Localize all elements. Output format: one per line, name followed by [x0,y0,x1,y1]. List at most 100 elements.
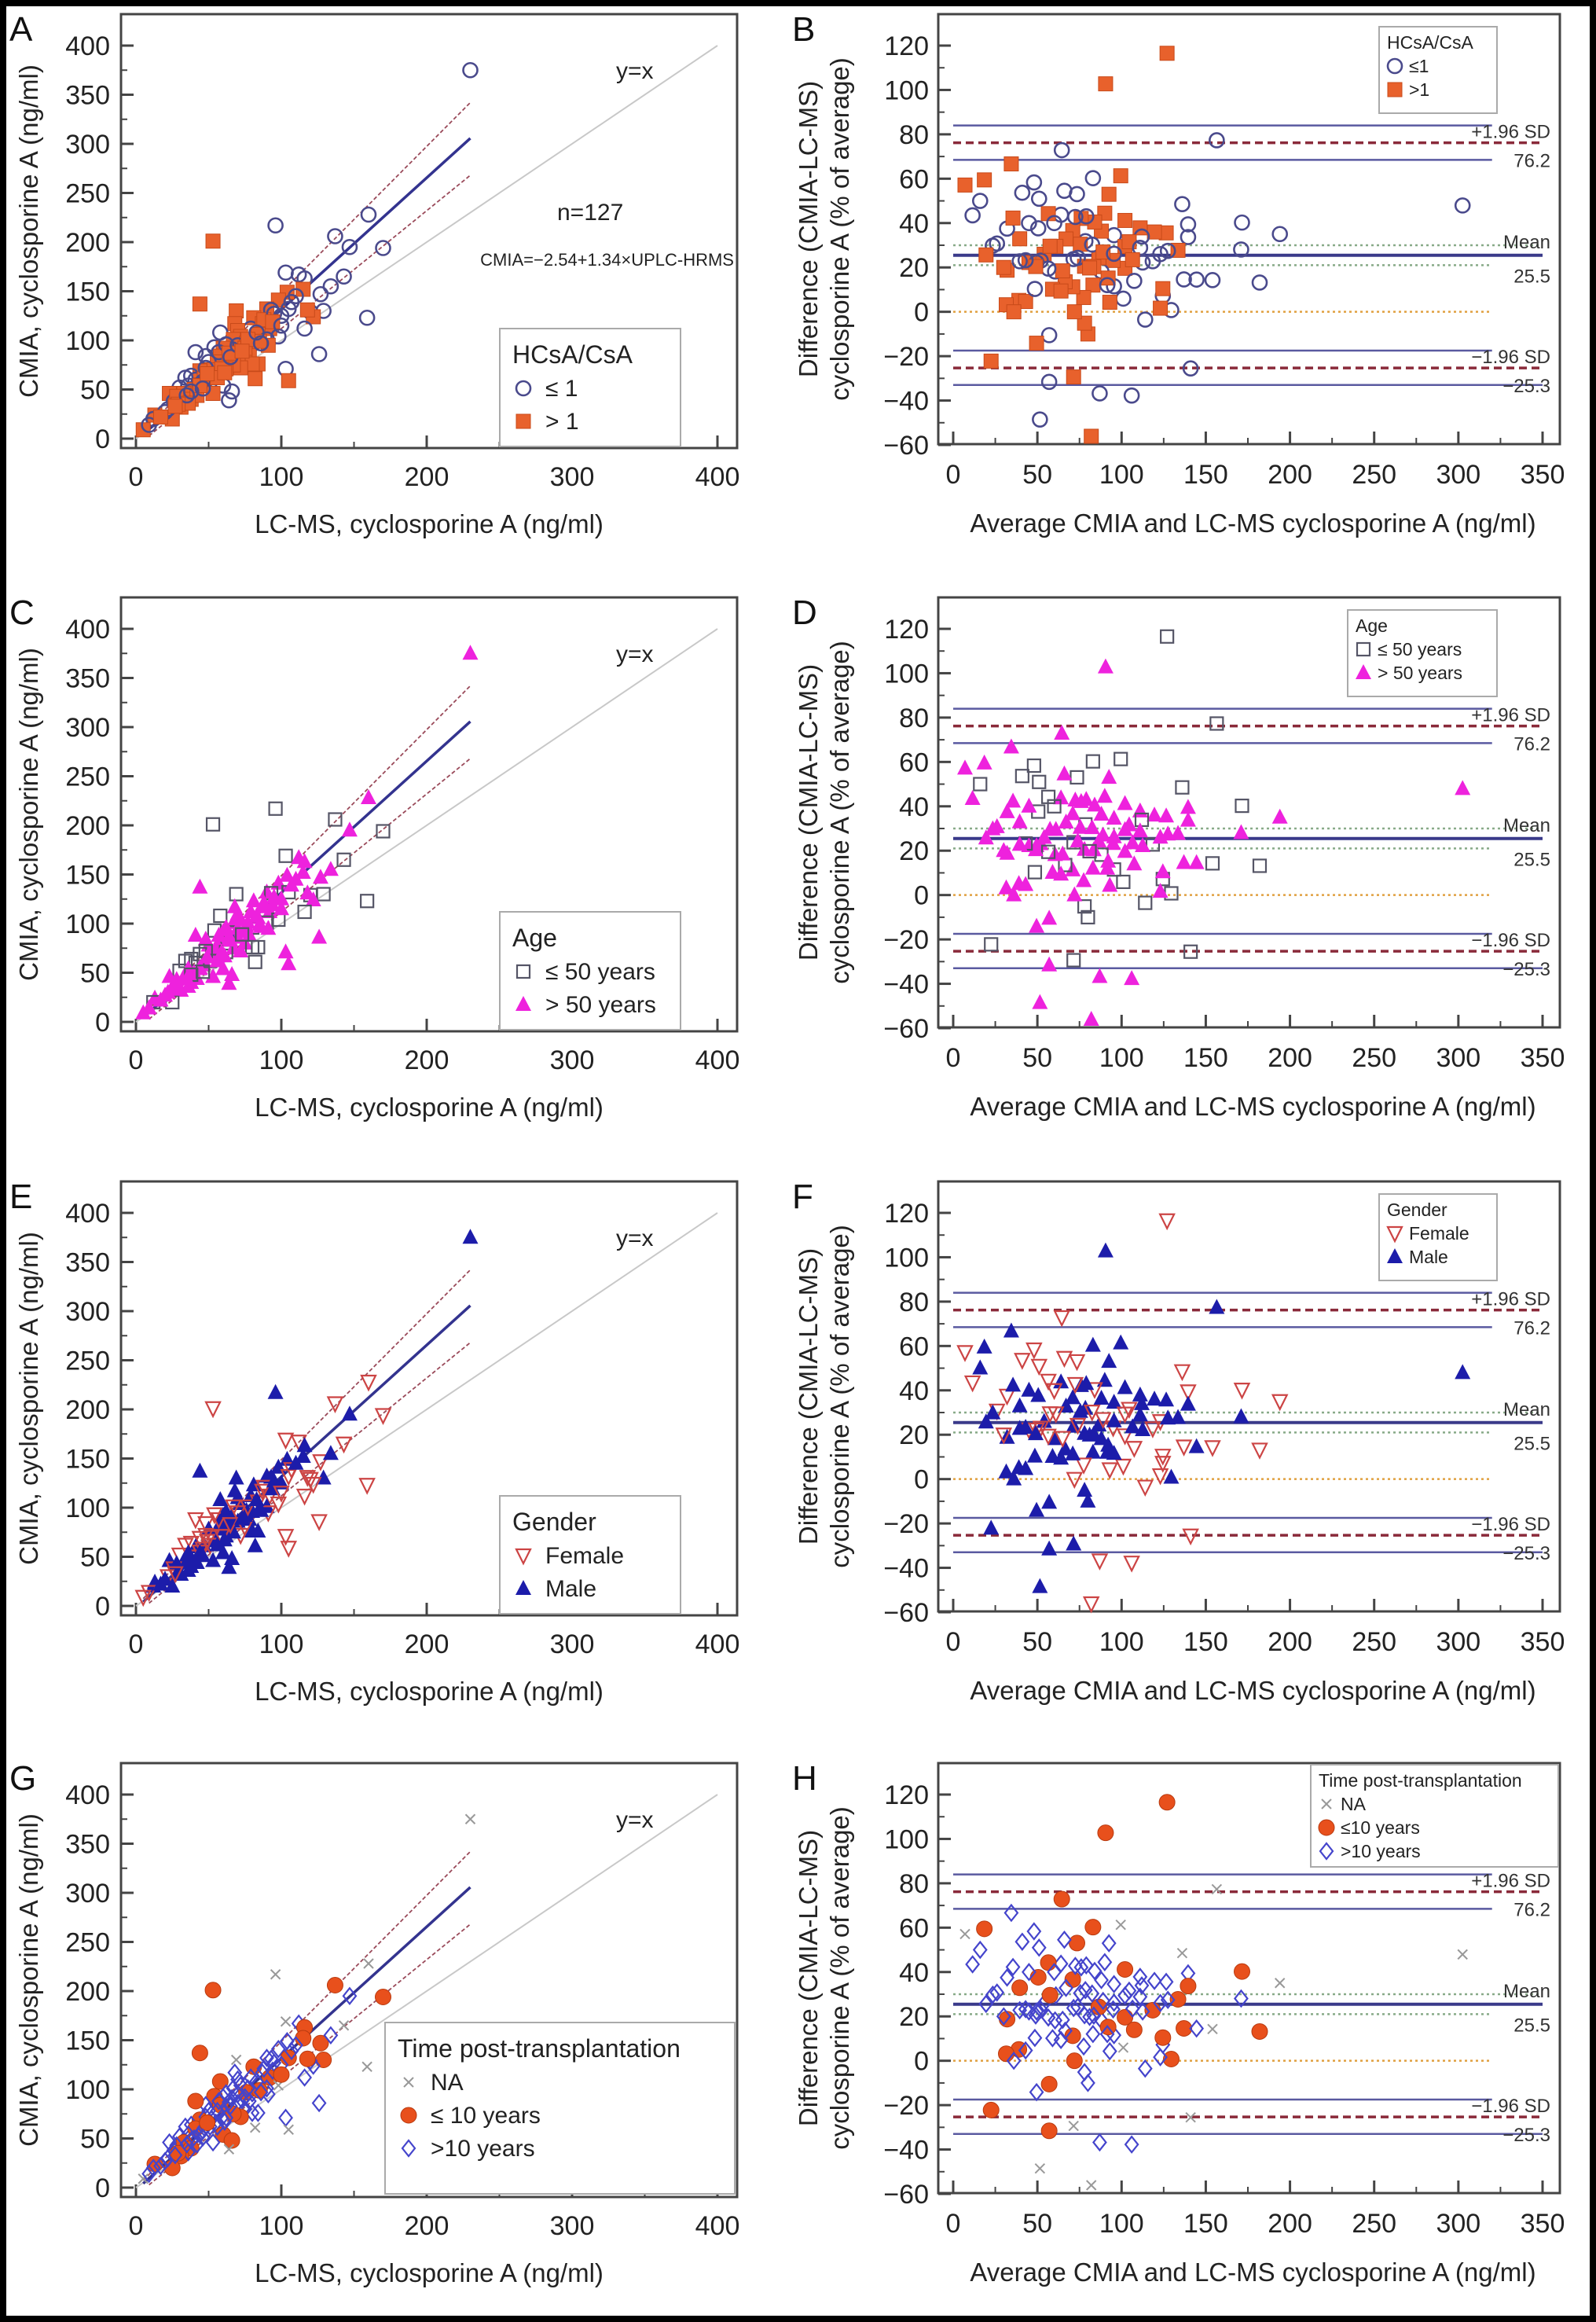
data-points [135,61,479,438]
cross-stroke [338,2020,350,2031]
data-point-circle-open [1021,215,1037,232]
data-point-triangle-filled [1132,1386,1148,1402]
y-tick-label: −60 [883,2180,929,2210]
legend-marker-triangle-down-open [1386,1225,1403,1244]
cross-stroke [1115,1919,1126,1931]
legend-marker-square-filled [515,413,531,429]
legend-entry: >10 years [431,2136,535,2162]
cross-stroke [1117,2042,1129,2053]
upper-loa-value: 76.2 [1513,150,1550,171]
panel-e: E 0 50 100 150 200 250 300 350 400 0 100 200 300 400 LC… [9,1178,739,1706]
data-point-triangle-filled [248,1491,265,1506]
data-points [957,46,1471,444]
y-tick-label: 250 [65,179,110,209]
data-point-circle-filled [315,2052,332,2068]
data-point-cross [249,2122,261,2133]
data-point-triangle-down-open [1066,1471,1084,1490]
data-point-triangle-filled [295,864,311,879]
legend-entry: ≤10 years [1341,1817,1420,1838]
data-point-triangle-filled [1084,1443,1101,1459]
data-point-triangle-down-open [998,1388,1016,1406]
y-tick-label: −60 [883,1598,929,1628]
cross-stroke [1086,2180,1097,2191]
legend-title: Age [512,924,557,952]
data-point-triangle-filled [1032,1578,1048,1593]
data-point-triangle-filled [1100,852,1117,868]
data-point-diamond-open [1070,1997,1085,2016]
y-tick-label: 80 [899,1869,929,1899]
data-point-triangle-filled [295,1448,311,1463]
data-point-triangle-down-open [239,1499,257,1517]
y-tick-label: 200 [65,811,110,841]
data-point-triangle-down-open [1053,1310,1070,1328]
data-point-cross [1207,2023,1218,2035]
data-point-cross [1117,2042,1129,2053]
mean-label: Mean [1503,815,1550,836]
data-point-triangle-filled [1176,854,1192,869]
data-point-square-filled [205,233,221,249]
data-point-circle-open [221,391,237,409]
data-point-diamond-open [1084,1984,1100,2003]
x-tick-label: 400 [695,462,740,492]
data-point-diamond-open [240,2078,255,2098]
data-point-diamond-open [1085,2024,1101,2044]
data-point-diamond-open [1047,2011,1063,2030]
data-point-square-filled [978,247,994,263]
x-tick-label: 200 [1268,1627,1312,1657]
y-tick-label: −40 [883,387,929,417]
data-point-square-filled [1077,315,1092,331]
data-point-circle-open [1025,174,1043,191]
cross-stroke [1275,1978,1286,1989]
panel-letter: G [9,1759,36,1798]
data-point-diamond-open [1028,2006,1044,2025]
data-point-triangle-filled [216,1531,233,1547]
y-tick-label: 20 [899,2002,929,2032]
data-point-triangle-filled [222,931,239,947]
data-point-triangle-filled [1125,834,1141,850]
y-tick-label: 400 [65,615,110,645]
data-point-triangle-filled [170,1563,186,1578]
data-point-triangle-filled [1011,1420,1028,1435]
data-point-triangle-filled [180,978,196,993]
y-tick-label: 150 [65,277,110,307]
data-point-triangle-down-open [995,1427,1013,1445]
legend-marker-triangle-filled [1387,1248,1403,1263]
data-point-diamond-open [195,2128,211,2147]
data-point-triangle-filled [187,927,204,942]
data-point-diamond-open [153,2156,168,2176]
data-point-circle-filled [1011,1979,1029,1997]
lower-loa-value: −25.3 [1502,376,1550,397]
panel-g: G 0 50 100 150 200 250 300 350 400 0 100 200 300 400 LC… [9,1759,739,2287]
y-axis-title: CMIA, cyclosporine A (ng/ml) [14,1813,43,2147]
data-point-triangle-filled [1006,1470,1022,1486]
data-point-circle-open [1046,215,1062,232]
data-point-square-open [1066,953,1081,968]
data-point-triangle-down-open [326,1396,344,1413]
y-tick-label: 80 [899,120,929,150]
cross-stroke [283,2124,294,2135]
y-tick-label: 20 [899,253,929,283]
data-point-circle-open [277,264,294,281]
data-point-triangle-filled [152,991,169,1007]
lower-loa-value: −25.3 [1502,2125,1550,2146]
y-axis-title: CMIA, cyclosporine A (ng/ml) [14,64,43,398]
data-point-square-filled [248,371,263,387]
data-point-square-filled [229,303,244,318]
data-point-square-open [1114,751,1128,766]
legend-marker-square-filled [1387,82,1403,97]
data-point-cross [1457,1949,1468,1960]
y-tick-label: 400 [65,1199,110,1229]
data-point-triangle-down-open [210,1512,228,1530]
data-point-triangle-down-open [1045,1383,1063,1401]
data-point-diamond-open [256,2059,272,2078]
data-point-triangle-filled [225,939,241,955]
data-point-triangle-filled [245,892,262,908]
data-point-circle-filled [1040,2122,1058,2140]
legend: Time post-transplantation NA ≤10 years >10 … [1310,1764,1559,1868]
y-tick-label: −40 [883,2136,929,2166]
data-point-cross [361,2061,372,2072]
equation-label: CMIA=−2.54+1.34×UPLC-HRMS [480,250,734,270]
x-tick-label: 100 [259,1045,304,1075]
data-point-triangle-filled [209,1536,226,1552]
data-point-circle-open [1099,277,1116,294]
